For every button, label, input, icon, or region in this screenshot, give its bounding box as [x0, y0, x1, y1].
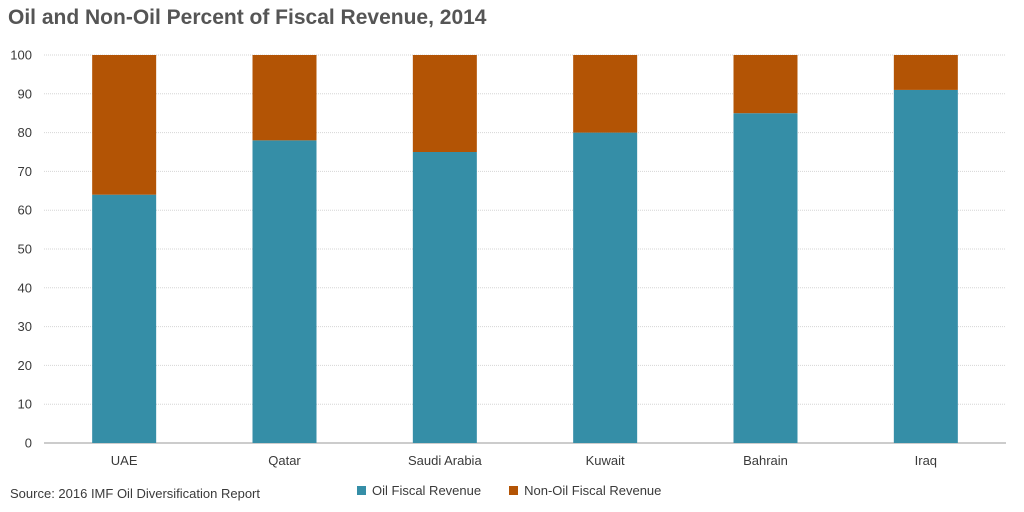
x-tick-label: UAE	[111, 453, 138, 468]
x-tick-label: Qatar	[268, 453, 301, 468]
chart-title: Oil and Non-Oil Percent of Fiscal Revenu…	[8, 6, 487, 29]
bar-oil	[412, 152, 477, 443]
y-tick-label: 40	[18, 280, 32, 295]
bar-oil	[573, 132, 638, 443]
x-tick-label: Iraq	[915, 453, 937, 468]
y-tick-label: 30	[18, 319, 32, 334]
x-tick-label: Kuwait	[586, 453, 625, 468]
y-tick-label: 50	[18, 242, 32, 257]
bar-non-oil	[412, 55, 477, 152]
source-note: Source: 2016 IMF Oil Diversification Rep…	[10, 486, 260, 501]
y-tick-label: 0	[25, 436, 32, 451]
bar-oil	[733, 113, 798, 443]
y-tick-label: 20	[18, 358, 32, 373]
legend-item-non-oil: Non-Oil Fiscal Revenue	[509, 483, 661, 498]
x-tick-label: Bahrain	[743, 453, 788, 468]
legend-label-oil: Oil Fiscal Revenue	[372, 483, 482, 498]
bar-non-oil	[893, 55, 958, 90]
legend-item-oil: Oil Fiscal Revenue	[357, 483, 481, 498]
bar-oil	[252, 140, 317, 444]
bars	[92, 55, 958, 444]
legend-label-non-oil: Non-Oil Fiscal Revenue	[524, 483, 662, 498]
y-tick-label: 10	[18, 397, 32, 412]
x-tick-label: Saudi Arabia	[408, 453, 482, 468]
legend-swatch-oil	[357, 486, 366, 495]
gridlines	[44, 54, 1006, 444]
legend-swatch-non-oil	[509, 486, 519, 495]
y-tick-label: 80	[18, 125, 32, 140]
bar-non-oil	[92, 55, 157, 195]
bar-oil	[92, 194, 157, 443]
bar-non-oil	[252, 55, 317, 141]
y-tick-label: 70	[18, 164, 32, 179]
y-tick-label: 60	[18, 203, 32, 218]
y-axis: 0 10 20 30 40 50 60 70 80 90 100	[10, 48, 32, 451]
y-tick-label: 100	[10, 48, 32, 63]
x-axis: UAE Qatar Saudi Arabia Kuwait Bahrain Iraq	[111, 453, 937, 468]
bar-non-oil	[573, 55, 638, 133]
legend: Oil Fiscal Revenue Non-Oil Fiscal Revenu…	[357, 483, 661, 498]
bar-non-oil	[733, 55, 798, 114]
y-tick-label: 90	[18, 86, 32, 101]
bar-oil	[893, 89, 958, 444]
